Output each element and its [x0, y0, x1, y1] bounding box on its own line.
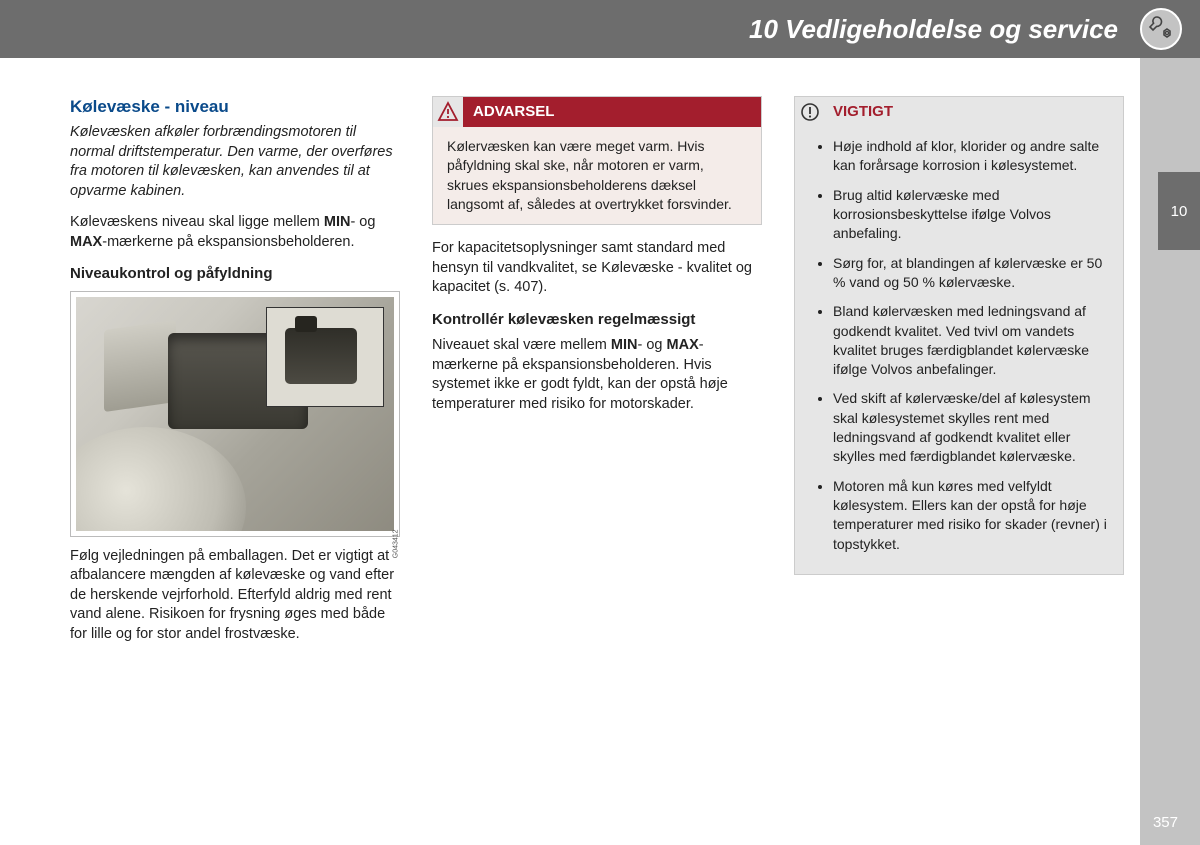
intro-paragraph: Kølevæsken afkøler forbrændingsmotoren t…	[70, 123, 400, 201]
follow-instructions-paragraph: Følg vejledningen på emballagen. Det er …	[70, 547, 400, 645]
section-title: Kølevæske - niveau	[70, 96, 400, 119]
important-callout: VIGTIGT Høje indhold af klor, klorider o…	[794, 96, 1124, 575]
warning-header: ADVARSEL	[433, 97, 761, 127]
column-1: Kølevæske - niveau Kølevæsken afkøler fo…	[70, 96, 400, 656]
list-item: Høje indhold af klor, klorider og andre …	[833, 137, 1109, 176]
figure-id: G043412	[392, 530, 401, 559]
list-item: Brug altid kølervæske med korrosionsbesk…	[833, 186, 1109, 244]
text: - og	[638, 337, 667, 353]
check-paragraph: Niveauet skal være mellem MIN- og MAX-mæ…	[432, 336, 762, 414]
wrench-nut-icon	[1140, 8, 1182, 50]
list-item: Motoren må kun køres med velfyldt kølesy…	[833, 477, 1109, 554]
warning-body: Kølervæsken kan være meget varm. Hvis på…	[433, 127, 761, 224]
warning-triangle-icon	[433, 97, 463, 127]
engine-bay-illustration	[76, 297, 394, 531]
column-2: ADVARSEL Kølervæsken kan være meget varm…	[432, 96, 762, 656]
page-header: 10 Vedligeholdelse og service	[0, 0, 1200, 58]
info-circle-icon	[795, 97, 825, 127]
warning-callout: ADVARSEL Kølervæsken kan være meget varm…	[432, 96, 762, 225]
capacity-paragraph: For kapacitetsoplysninger samt standard …	[432, 239, 762, 298]
text: -mærkerne på ekspansionsbeholderen.	[102, 234, 354, 250]
max-label: MAX	[667, 337, 699, 353]
max-label: MAX	[70, 234, 102, 250]
engine-bay-figure: G043412	[70, 291, 400, 537]
engine-cover-shape	[104, 320, 176, 412]
important-body: Høje indhold af klor, klorider og andre …	[795, 127, 1123, 574]
level-paragraph: Kølevæskens niveau skal ligge mellem MIN…	[70, 213, 400, 252]
text: Niveauet skal være mellem	[432, 337, 611, 353]
important-header: VIGTIGT	[795, 97, 1123, 127]
subheading-level-check: Niveaukontrol og påfyldning	[70, 264, 400, 284]
chapter-title: 10 Vedligeholdelse og service	[749, 14, 1118, 45]
column-3: VIGTIGT Høje indhold af klor, klorider o…	[794, 96, 1124, 656]
important-list: Høje indhold af klor, klorider og andre …	[809, 137, 1109, 554]
text: - og	[350, 214, 375, 230]
list-item: Bland kølervæsken med ledningsvand af go…	[833, 302, 1109, 379]
content-area: Kølevæske - niveau Kølevæsken afkøler fo…	[0, 58, 1200, 656]
list-item: Ved skift af kølervæske/del af kølesyste…	[833, 389, 1109, 466]
list-item: Sørg for, at blandingen af kølervæske er…	[833, 254, 1109, 293]
chapter-tab: 10	[1158, 172, 1200, 250]
fender-shape	[76, 427, 246, 531]
subheading-check-regularly: Kontrollér kølevæsken regelmæssigt	[432, 310, 762, 330]
min-label: MIN	[611, 337, 638, 353]
text: Kølevæskens niveau skal ligge mellem	[70, 214, 324, 230]
important-label: VIGTIGT	[825, 102, 893, 122]
reservoir-inset	[266, 307, 384, 407]
reservoir-shape	[285, 328, 357, 384]
page-number: 357	[1153, 814, 1178, 831]
warning-label: ADVARSEL	[463, 102, 554, 122]
min-label: MIN	[324, 214, 351, 230]
reservoir-cap-shape	[295, 316, 317, 332]
